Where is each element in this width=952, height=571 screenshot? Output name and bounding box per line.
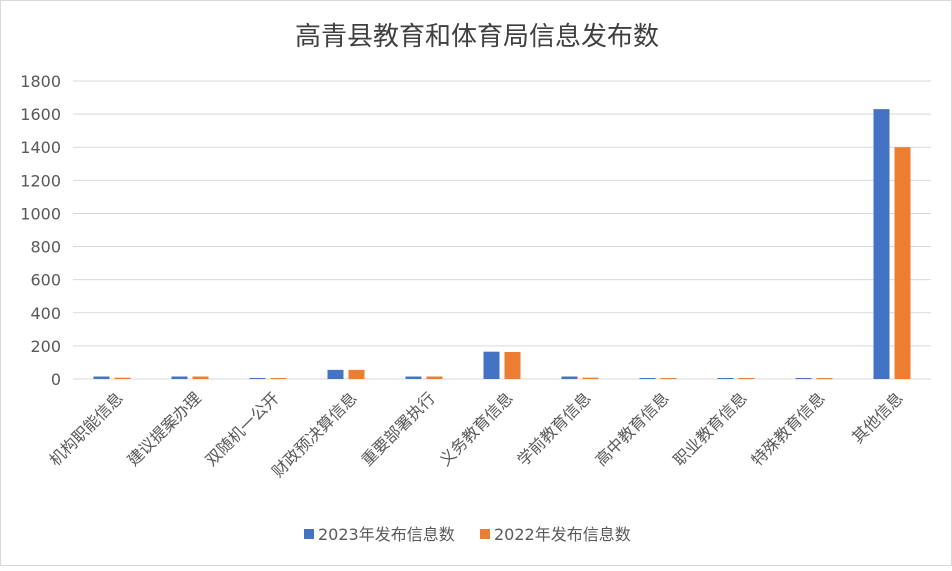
x-tick-label: 职业教育信息	[670, 388, 751, 469]
y-tick-label: 1600	[20, 105, 61, 124]
y-tick-label: 1800	[20, 72, 61, 91]
x-tick-label: 高中教育信息	[592, 388, 673, 469]
bar	[795, 378, 812, 379]
bar	[93, 376, 110, 379]
bar	[582, 377, 599, 379]
bar	[327, 369, 344, 379]
bar	[561, 376, 578, 379]
bar	[249, 378, 266, 379]
bar	[405, 376, 422, 379]
bar	[738, 378, 755, 379]
legend-label: 2023年发布信息数	[318, 525, 455, 544]
y-tick-label: 1200	[20, 171, 61, 190]
bar	[894, 147, 911, 379]
x-tick-label: 双随机一公开	[202, 388, 283, 469]
bar	[639, 378, 656, 379]
bar	[873, 109, 890, 380]
y-tick-label: 1400	[20, 138, 61, 157]
bar	[717, 378, 734, 379]
y-tick-label: 200	[30, 337, 61, 356]
x-tick-label: 重要部署执行	[358, 388, 439, 469]
y-tick-label: 600	[30, 271, 61, 290]
bar	[114, 377, 131, 379]
legend-swatch	[304, 529, 314, 539]
bar	[348, 369, 365, 379]
legend-swatch	[480, 529, 490, 539]
bar	[426, 376, 443, 379]
y-tick-label: 400	[30, 304, 61, 323]
x-tick-label: 学前教育信息	[514, 388, 595, 469]
legend: 2023年发布信息数 2022年发布信息数	[304, 525, 631, 544]
x-tick-label: 义务教育信息	[436, 388, 517, 469]
x-tick-label: 建议提案办理	[124, 388, 205, 469]
y-tick-label: 1000	[20, 204, 61, 223]
y-tick-label: 800	[30, 238, 61, 257]
x-tick-label: 特殊教育信息	[748, 388, 829, 469]
y-tick-label: 0	[51, 370, 61, 389]
bar	[816, 378, 833, 379]
x-tick-label: 机构职能信息	[46, 388, 127, 469]
bar	[270, 378, 287, 379]
bar	[504, 352, 521, 379]
bar	[171, 376, 188, 379]
bar	[192, 376, 209, 379]
legend-label: 2022年发布信息数	[494, 525, 631, 544]
bar	[483, 351, 500, 379]
x-tick-label: 其他信息	[848, 388, 907, 447]
bar	[660, 378, 677, 379]
chart-title: 高青县教育和体育局信息发布数	[295, 22, 659, 52]
